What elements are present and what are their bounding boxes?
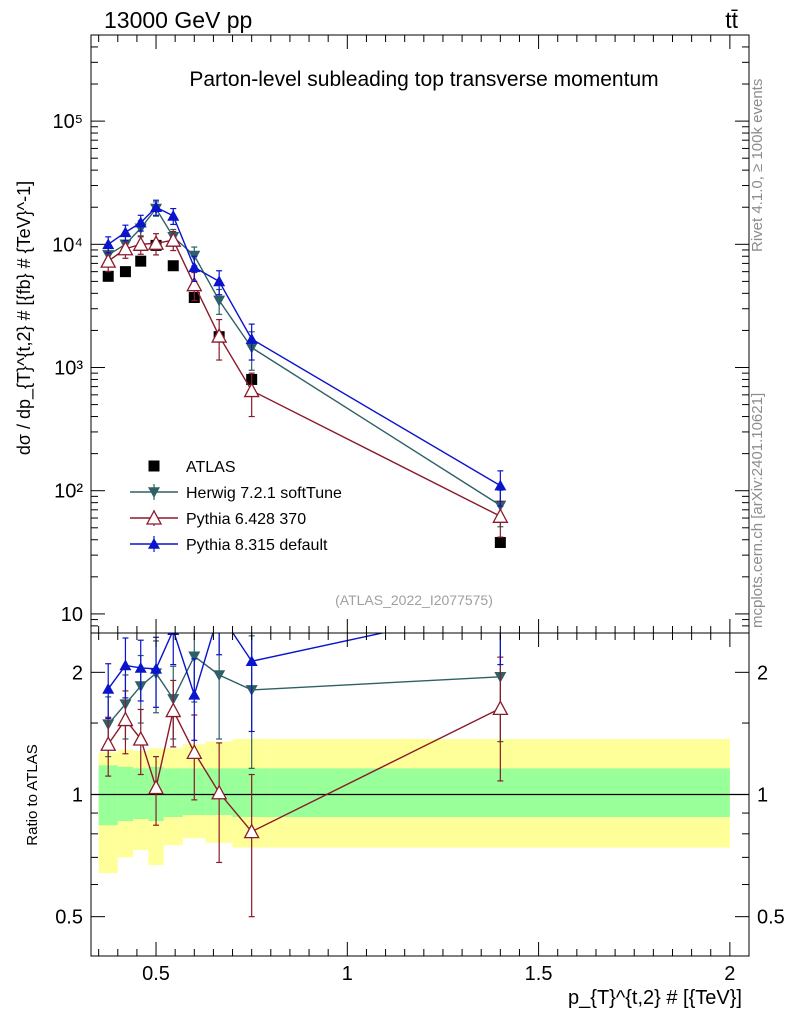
pythia8-point — [102, 238, 115, 250]
main-y-axis-label: dσ / dp_{T}^{t,2} # [{fb} # {TeV}^-1] — [14, 181, 35, 455]
main-panel: 10 10² 10³ 10⁴ 10⁵ Parton-level subleading t… — [14, 34, 750, 634]
ratio-y-tick-label: 1 — [72, 785, 83, 807]
x-axis-label: p_{T}^{t,2} # [{TeV}] — [568, 987, 742, 1009]
y-tick-label: 10⁴ — [52, 234, 83, 256]
ratio-series-layer — [100, 633, 509, 918]
ratio-y-axis-label: Ratio to ATLAS — [24, 744, 41, 845]
rivet-version-label: Rivet 4.1.0, ≥ 100k events — [749, 79, 766, 252]
y-tick-label: 10⁵ — [52, 111, 83, 133]
process-label: tt̄ — [725, 7, 738, 33]
pythia6-point — [100, 735, 117, 751]
legend-marker-atlas — [148, 460, 160, 472]
pythia8-point — [150, 662, 163, 674]
pythia6-point — [165, 231, 182, 247]
pythia6-point — [132, 235, 149, 251]
legend-marker-pythia8 — [148, 538, 160, 549]
pythia8-point — [102, 682, 115, 694]
y-tick-label: 10 — [61, 604, 83, 626]
atlas-point — [135, 255, 147, 267]
inner-band-segment — [163, 768, 183, 818]
plot-title: Parton-level subleading top transverse m… — [189, 68, 658, 91]
analysis-id: (ATLAS_2022_I2077575) — [335, 592, 493, 608]
pythia8-point — [150, 201, 163, 213]
pythia6-point — [186, 276, 203, 292]
inner-band-segment — [98, 765, 118, 826]
atlas-point — [102, 270, 114, 282]
ratio-y-tick-label: 2 — [72, 662, 83, 684]
x-tick-label: 2 — [724, 963, 735, 985]
main-series-layer — [100, 199, 509, 548]
pythia8-series — [102, 633, 504, 741]
herwig-point — [213, 670, 226, 681]
pythia6-point — [211, 784, 228, 800]
pythia6-point — [147, 234, 165, 250]
pythia6-point — [147, 779, 165, 795]
legend-label-pythia8: Pythia 8.315 default — [186, 537, 328, 554]
ratio-panel: 0.5 0.5 1 1 2 2 0.5 1 1.5 2 Ratio to ATLAS p_{T}^… — [24, 632, 785, 1009]
ratio-y-tick-label-right: 2 — [757, 662, 768, 684]
pythia8-point — [119, 659, 132, 671]
herwig-point — [188, 651, 201, 663]
pythia8-point — [245, 655, 258, 667]
main-axis-ticks: 10 10² 10³ 10⁴ 10⁵ — [52, 34, 749, 634]
pythia8-point — [134, 216, 147, 228]
herwig-point — [213, 295, 226, 307]
legend-label-herwig: Herwig 7.2.1 softTune — [186, 485, 342, 502]
pythia6-point — [492, 700, 509, 716]
pythia6-series — [100, 230, 509, 538]
atlas-point — [167, 260, 179, 272]
ratio-y-tick-label: 0.5 — [55, 907, 83, 929]
atlas-point — [494, 536, 506, 548]
pythia8-series — [102, 199, 507, 507]
pythia6-point — [186, 744, 203, 760]
mcplots-label: mcplots.cern.ch [arXiv:2401.10621] — [749, 393, 766, 628]
pythia6-point — [211, 327, 228, 343]
pythia8-line — [107, 633, 386, 698]
pythia6-point — [117, 711, 134, 727]
pythia8-point — [494, 479, 507, 491]
pythia6-point — [243, 382, 260, 398]
pythia6-point — [100, 252, 117, 268]
beam-label: 13000 GeV pp — [104, 7, 252, 33]
pythia8-point — [134, 661, 147, 673]
x-tick-label: 0.5 — [142, 963, 170, 985]
legend-marker-pythia6 — [145, 509, 163, 525]
pythia6-point — [132, 730, 149, 746]
pythia8-point — [167, 209, 180, 221]
pythia6-series — [100, 656, 509, 918]
atlas-point — [119, 266, 131, 278]
ratio-axis-ticks: 0.5 0.5 1 1 2 2 0.5 1 1.5 2 — [55, 633, 785, 985]
y-tick-label: 10² — [54, 481, 83, 503]
legend-marker-herwig — [148, 487, 160, 498]
pythia8-point — [213, 275, 226, 287]
legend-label-pythia6: Pythia 6.428 370 — [186, 511, 306, 528]
ratio-y-tick-label-right: 0.5 — [757, 907, 785, 929]
pythia8-point — [188, 261, 201, 273]
pythia6-point — [165, 702, 182, 718]
ratio-y-tick-label-right: 1 — [757, 785, 768, 807]
inner-band-segment — [133, 768, 149, 820]
pythia8-point — [188, 688, 201, 700]
x-tick-label: 1 — [342, 963, 353, 985]
pythia8-point — [119, 226, 132, 238]
ratio-uncertainty-bands — [91, 739, 749, 874]
pythia6-point — [492, 507, 509, 523]
pythia6-point — [243, 823, 260, 839]
y-tick-label: 10³ — [54, 358, 83, 380]
pythia8-point — [167, 633, 180, 636]
x-tick-label: 1.5 — [525, 963, 553, 985]
pythia6-point — [117, 240, 134, 256]
pythia8-point — [245, 333, 258, 344]
legend: ATLAS Herwig 7.2.1 softTune Pythia 6.428 3… — [130, 459, 342, 554]
legend-label-atlas: ATLAS — [186, 459, 236, 476]
